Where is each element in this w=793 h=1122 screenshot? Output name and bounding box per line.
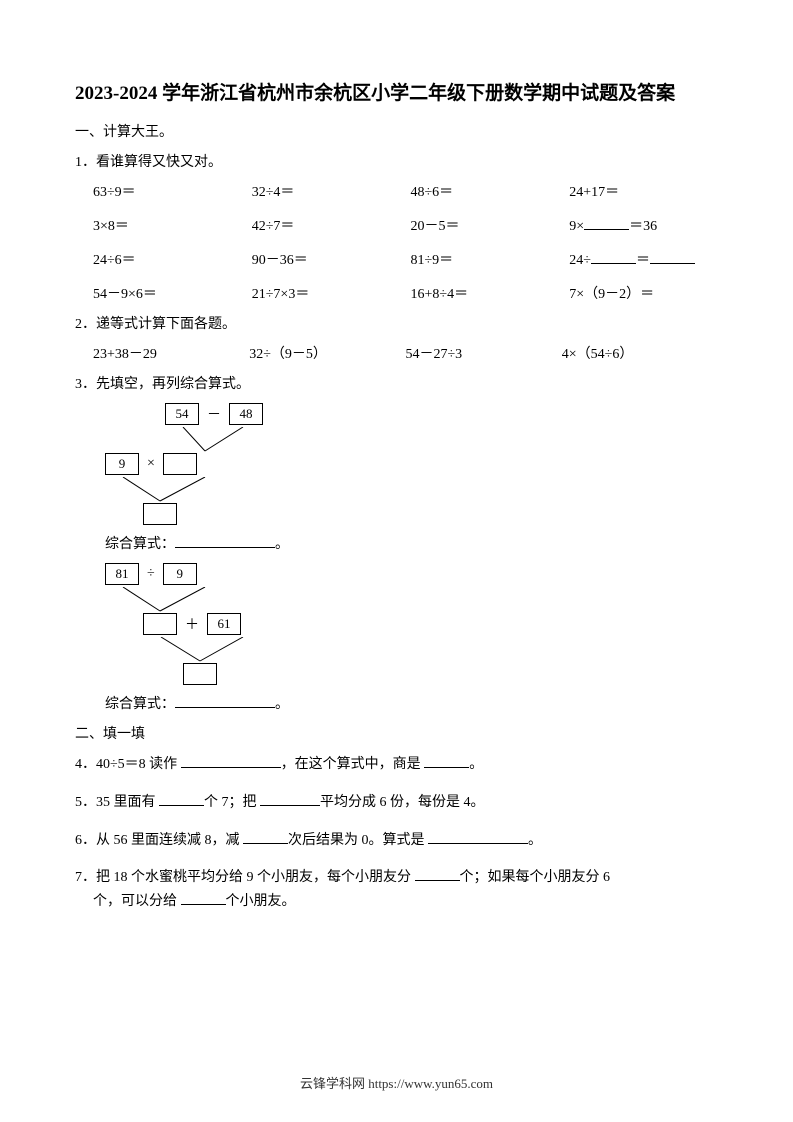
q1-cell: 48÷6＝ <box>411 181 560 201</box>
d2-box-top-left: 81 <box>105 563 139 585</box>
d2-box-mid-left <box>143 613 177 635</box>
d1-lines-top <box>105 427 305 453</box>
q1-cell: 32÷4＝ <box>252 181 401 201</box>
q4: 4．40÷5＝8 读作 ，在这个算式中，商是 。 <box>75 753 718 777</box>
page-footer: 云锋学科网 https://www.yun65.com <box>0 1073 793 1092</box>
d1-box-bottom <box>143 503 177 525</box>
q1-cell: 24÷6＝ <box>93 249 242 269</box>
q2-label: 2．递等式计算下面各题。 <box>75 313 718 333</box>
q1-cell: 24+17＝ <box>569 181 718 201</box>
d2-box-bottom <box>183 663 217 685</box>
d2-op-top: ÷ <box>147 566 155 582</box>
d1-box-mid-left: 9 <box>105 453 139 475</box>
d2-box-mid-right: 61 <box>207 613 241 635</box>
page-title: 2023-2024 学年浙江省杭州市余杭区小学二年级下册数学期中试题及答案 <box>75 75 718 113</box>
q7: 7．把 18 个水蜜桃平均分给 9 个小朋友，每个小朋友分 个；如果每个小朋友分… <box>75 866 718 914</box>
q2-item: 23+38－29 <box>93 343 249 363</box>
q1-grid: 63÷9＝ 32÷4＝ 48÷6＝ 24+17＝ 3×8＝ 42÷7＝ 20－5… <box>75 181 718 303</box>
d1-box-mid-right <box>163 453 197 475</box>
q1-cell: 63÷9＝ <box>93 181 242 201</box>
q1-cell: 81÷9＝ <box>411 249 560 269</box>
d1-op-mid: × <box>147 456 155 472</box>
q1-cell: 7×（9－2）＝ <box>569 283 718 303</box>
diagram-2: 81 ÷ 9 ＋ 61 <box>75 563 718 685</box>
section-1-header: 一、计算大王。 <box>75 121 718 141</box>
q1-cell: 54－9×6＝ <box>93 283 242 303</box>
q6: 6．从 56 里面连续减 8，减 次后结果为 0。算式是 。 <box>75 829 718 853</box>
q1-cell: 9×＝36 <box>569 215 718 235</box>
q2-row: 23+38－29 32÷（9－5） 54－27÷3 4×（54÷6） <box>75 343 718 363</box>
d1-lines-mid <box>105 477 305 503</box>
d1-op-top: － <box>207 404 221 424</box>
q1-cell: 16+8÷4＝ <box>411 283 560 303</box>
q1-cell: 42÷7＝ <box>252 215 401 235</box>
q3-label: 3．先填空，再列综合算式。 <box>75 373 718 393</box>
d1-combined-label: 综合算式：。 <box>75 533 718 553</box>
d2-lines-mid <box>105 637 305 663</box>
d1-box-top-right: 48 <box>229 403 263 425</box>
d2-combined-label: 综合算式：。 <box>75 693 718 713</box>
q1-label: 1．看谁算得又快又对。 <box>75 151 718 171</box>
d1-box-top-left: 54 <box>165 403 199 425</box>
q1-cell: 90－36＝ <box>252 249 401 269</box>
d2-op-mid: ＋ <box>185 614 199 634</box>
q2-item: 4×（54÷6） <box>562 343 718 363</box>
q2-item: 32÷（9－5） <box>249 343 405 363</box>
q5: 5．35 里面有 个 7；把 平均分成 6 份，每份是 4。 <box>75 791 718 815</box>
diagram-1: 54 － 48 9 × <box>75 403 718 525</box>
q1-cell: 24÷＝ <box>569 249 718 269</box>
section-2-header: 二、填一填 <box>75 723 718 743</box>
q1-cell: 20－5＝ <box>411 215 560 235</box>
d2-box-top-right: 9 <box>163 563 197 585</box>
q2-item: 54－27÷3 <box>406 343 562 363</box>
q1-cell: 21÷7×3＝ <box>252 283 401 303</box>
q1-cell: 3×8＝ <box>93 215 242 235</box>
d2-lines-top <box>105 587 305 613</box>
